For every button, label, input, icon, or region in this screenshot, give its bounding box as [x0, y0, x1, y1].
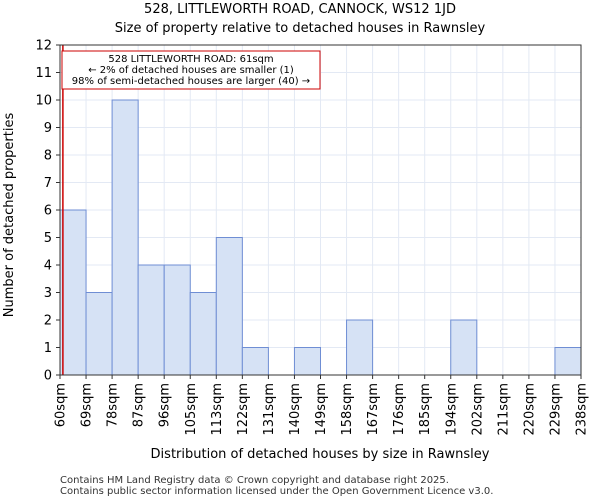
y-tick-label: 4	[44, 259, 52, 274]
x-tick-label: 167sqm	[366, 383, 381, 436]
bar	[111, 99, 139, 376]
annotation-line-1: 528 LITTLEWORTH ROAD: 61sqm	[108, 54, 273, 65]
x-tick-label: 194sqm	[444, 383, 459, 436]
y-tick-label: 11	[35, 66, 52, 81]
y-tick-label: 12	[35, 39, 52, 54]
y-tick-label: 2	[44, 314, 52, 329]
x-tick-label: 69sqm	[80, 383, 95, 427]
bar	[293, 347, 322, 376]
y-tick-label: 6	[44, 204, 52, 219]
bar	[137, 264, 165, 376]
x-axis-ticks: 60sqm 69sqm 78sqm 87sqm 96sqm 105sqm 113sqm 122…	[54, 375, 590, 436]
bar	[59, 209, 87, 376]
bar	[450, 319, 478, 376]
y-tick-label: 0	[44, 369, 52, 384]
bar	[189, 292, 217, 376]
x-tick-label: 113sqm	[210, 383, 225, 436]
x-axis-label: Distribution of detached houses by size …	[151, 447, 490, 462]
x-tick-label: 229sqm	[548, 383, 563, 436]
y-tick-label: 5	[44, 231, 52, 246]
footer-line-1: Contains HM Land Registry data © Crown c…	[60, 475, 449, 486]
bar	[554, 347, 582, 376]
footer-line-2: Contains public sector information licen…	[60, 486, 493, 497]
y-tick-label: 7	[44, 176, 52, 191]
x-tick-label: 185sqm	[418, 383, 433, 436]
x-tick-label: 238sqm	[575, 383, 590, 436]
y-tick-label: 9	[44, 121, 52, 136]
x-tick-label: 158sqm	[340, 383, 355, 436]
bar	[215, 237, 243, 376]
bar	[163, 264, 191, 376]
x-tick-label: 96sqm	[158, 383, 173, 427]
bar	[346, 319, 374, 376]
x-tick-label: 140sqm	[288, 383, 303, 436]
bar	[241, 347, 269, 376]
chart-subtitle: Size of property relative to detached ho…	[115, 21, 486, 36]
y-tick-label: 8	[44, 149, 52, 164]
x-tick-label: 176sqm	[392, 383, 407, 436]
x-tick-label: 202sqm	[470, 383, 485, 436]
chart-title: 528, LITTLEWORTH ROAD, CANNOCK, WS12 1JD	[144, 2, 456, 17]
annotation-line-2: ← 2% of detached houses are smaller (1)	[88, 65, 294, 76]
y-axis-label: Number of detached properties	[2, 113, 17, 318]
y-tick-label: 10	[35, 94, 52, 109]
x-tick-label: 211sqm	[496, 383, 511, 436]
x-tick-label: 78sqm	[106, 383, 121, 427]
x-tick-label: 149sqm	[314, 383, 329, 436]
x-tick-label: 105sqm	[184, 383, 199, 436]
x-tick-label: 220sqm	[522, 383, 537, 436]
bar	[85, 292, 113, 376]
annotation-box: 528 LITTLEWORTH ROAD: 61sqm ← 2% of deta…	[61, 50, 321, 90]
annotation-line-3: 98% of semi-detached houses are larger (…	[72, 76, 310, 87]
x-tick-label: 122sqm	[236, 383, 251, 436]
x-tick-label: 60sqm	[54, 383, 69, 427]
y-tick-label: 1	[44, 341, 52, 356]
bars	[59, 99, 582, 376]
x-tick-label: 87sqm	[132, 383, 147, 427]
x-tick-label: 131sqm	[262, 383, 277, 436]
annotation-rect	[61, 50, 321, 90]
y-tick-label: 3	[44, 286, 52, 301]
